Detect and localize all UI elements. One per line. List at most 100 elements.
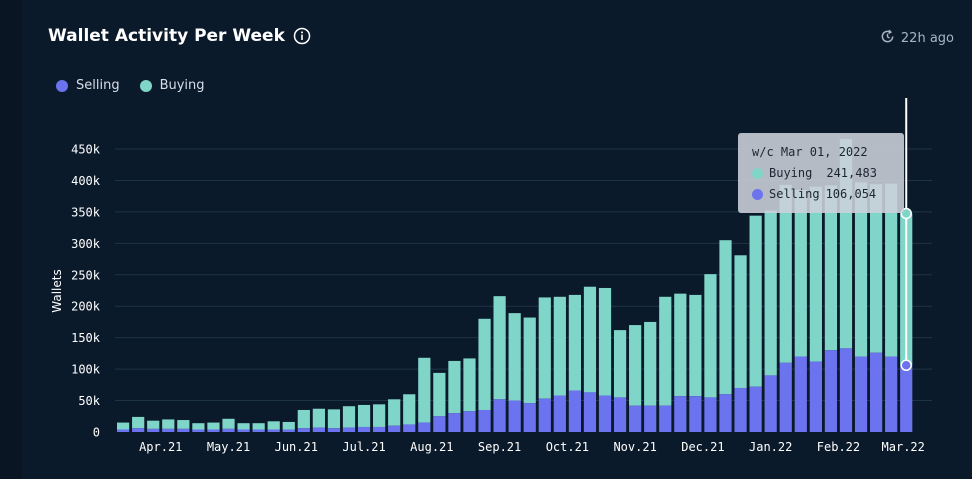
info-icon[interactable]: [293, 27, 311, 45]
bar-buying: [553, 296, 566, 396]
bar-buying: [824, 185, 838, 351]
bar-selling: [342, 427, 356, 432]
bar-buying: [764, 210, 777, 376]
bar-buying: [674, 293, 687, 397]
last-updated: 22h ago: [880, 29, 954, 48]
bar-buying: [162, 419, 175, 429]
bar-selling: [222, 428, 235, 432]
bar-buying: [809, 186, 822, 362]
bar-buying: [207, 422, 220, 430]
x-tick-label: Mar.22: [882, 440, 925, 454]
bar-selling: [613, 397, 627, 432]
x-tick-label: Feb.22: [817, 440, 860, 454]
bar-selling: [237, 429, 250, 432]
left-panel-edge: [0, 0, 22, 479]
bar-buying: [342, 406, 356, 428]
y-tick-label: 200k: [71, 300, 101, 314]
bar-buying: [282, 421, 295, 430]
bar-selling: [598, 395, 612, 432]
bar-buying: [147, 420, 160, 429]
bar-buying: [117, 422, 130, 430]
bar-buying: [704, 274, 717, 398]
bar-buying: [523, 317, 536, 404]
bar-selling: [147, 428, 160, 432]
bar-buying: [403, 394, 416, 425]
bar-buying: [373, 404, 386, 427]
bar-selling: [373, 426, 386, 432]
bar-buying: [613, 330, 627, 398]
bar-selling: [854, 356, 868, 432]
x-tick-label: Jul.21: [342, 440, 385, 454]
bar-buying: [568, 294, 581, 391]
bar-buying: [177, 420, 190, 429]
bar-buying: [297, 409, 310, 429]
bar-buying: [388, 399, 401, 426]
bar-buying: [598, 287, 612, 396]
bar-buying: [222, 418, 235, 429]
bar-selling: [493, 399, 506, 432]
bar-selling: [327, 428, 341, 432]
bar-buying: [493, 296, 506, 400]
bar-buying: [267, 421, 280, 430]
bar-selling: [583, 392, 597, 432]
bar-buying: [538, 297, 551, 399]
bar-selling: [418, 422, 431, 432]
bar-selling: [824, 350, 838, 432]
tooltip-selling-swatch: [752, 188, 763, 200]
bar-selling: [357, 426, 371, 432]
y-tick-label: 350k: [71, 205, 101, 219]
bar-buying: [508, 313, 521, 401]
bar-selling: [553, 395, 566, 432]
bar-selling: [177, 428, 190, 432]
bar-selling: [568, 390, 581, 432]
x-tick-label: Jan.22: [749, 440, 792, 454]
bar-buying: [433, 372, 446, 417]
bar-selling: [433, 416, 446, 432]
bar-selling: [252, 429, 265, 432]
legend-item-buying[interactable]: Buying: [139, 78, 205, 93]
tooltip-buying-value: 241,483: [826, 166, 877, 180]
x-tick-label: Aug.21: [410, 440, 453, 454]
bar-selling: [508, 400, 521, 432]
bar-selling: [117, 429, 130, 432]
x-tick-label: Jun.21: [275, 440, 318, 454]
tooltip-selling-value: 106,054: [825, 187, 877, 201]
selling-swatch: [56, 79, 68, 92]
bar-selling: [192, 429, 205, 432]
y-tick-label: 100k: [71, 363, 101, 377]
y-tick-label: 50k: [78, 394, 100, 408]
legend-item-selling[interactable]: Selling: [56, 78, 120, 93]
bar-buying: [252, 423, 265, 430]
y-tick-label: 450k: [71, 143, 101, 157]
bar-selling: [839, 348, 853, 432]
bar-buying: [192, 423, 205, 430]
buying-swatch: [139, 79, 152, 92]
bar-selling: [659, 405, 672, 432]
x-tick-label: Oct.21: [546, 440, 589, 454]
bar-selling: [719, 394, 732, 432]
bar-buying: [794, 189, 807, 357]
bar-selling: [885, 356, 898, 432]
bar-selling: [764, 375, 777, 432]
updated-text: 22h ago: [900, 31, 954, 46]
tooltip-heading: w/c Mar 01, 2022: [752, 145, 868, 159]
refresh-clock-icon[interactable]: [880, 29, 895, 48]
bar-selling: [794, 356, 807, 432]
bar-selling: [704, 397, 717, 432]
bar-buying: [583, 286, 597, 393]
bar-buying: [734, 255, 747, 388]
x-tick-label: Nov.21: [613, 440, 656, 454]
bar-selling: [478, 409, 491, 432]
bar-selling: [297, 428, 310, 432]
chart-legend: Selling Buying: [56, 78, 205, 93]
bar-buying: [629, 325, 642, 406]
bar-selling: [282, 429, 295, 432]
tooltip-row-selling: Selling 106,054: [752, 187, 876, 201]
legend-label-buying: Buying: [159, 78, 205, 93]
bar-buying: [870, 184, 883, 353]
bar-buying: [357, 404, 371, 427]
bar-buying: [659, 296, 672, 406]
y-tick-label: 0: [93, 426, 100, 440]
hover-tooltip: w/c Mar 01, 2022 Buying 241,483 Selling …: [738, 133, 904, 213]
